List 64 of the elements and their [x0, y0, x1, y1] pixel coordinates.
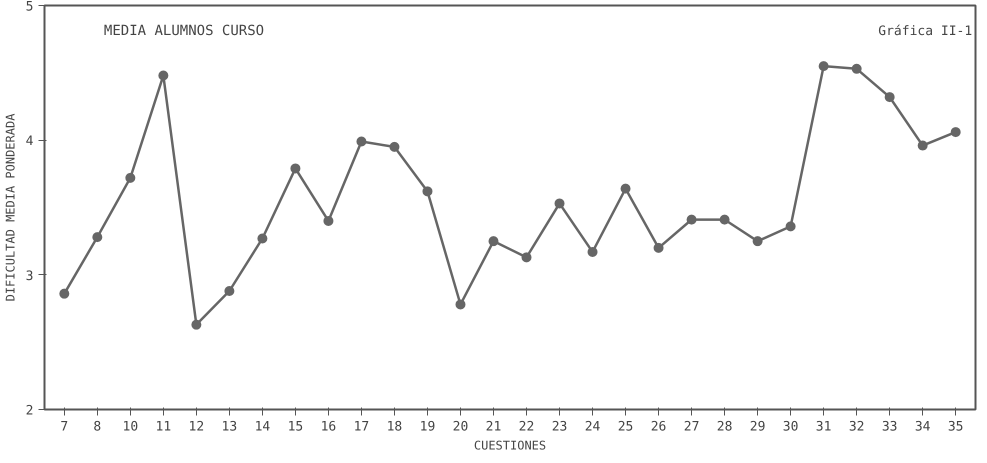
y-tick-label: 4: [26, 134, 34, 150]
x-tick-label: 20: [452, 420, 468, 434]
point: [488, 236, 498, 246]
x-tick-label: 28: [716, 420, 732, 434]
x-tick-label: 26: [650, 420, 666, 434]
point: [158, 70, 168, 81]
point: [257, 233, 268, 244]
x-tick-label: 18: [386, 420, 402, 434]
x-tick-label: 24: [584, 420, 601, 434]
point: [356, 136, 366, 147]
y-tick-label: 3: [26, 268, 34, 284]
point: [818, 61, 829, 72]
point: [422, 186, 432, 196]
point: [191, 320, 202, 330]
point: [455, 299, 466, 310]
point: [554, 198, 565, 208]
point: [752, 236, 763, 246]
point: [522, 252, 532, 262]
x-tick-label: 15: [288, 420, 304, 434]
point: [720, 214, 730, 225]
y-tick-label: 5: [26, 0, 34, 14]
x-tick-label: 30: [782, 420, 798, 434]
point: [588, 246, 598, 257]
x-tick-label: 13: [222, 420, 238, 434]
x-tick-label: 32: [848, 420, 864, 434]
x-tick-label: 29: [750, 420, 766, 434]
x-tick-label: 27: [684, 420, 700, 434]
point: [950, 127, 961, 138]
x-tick-label: 23: [552, 420, 568, 434]
point: [852, 64, 862, 74]
text: MEDIA ALUMNOS CURSO: [104, 23, 264, 40]
x-tick-label: 16: [320, 420, 336, 434]
y-axis-title: DIFICULTAD MEDIA PONDERADA: [4, 112, 18, 302]
x-tick-label: 14: [254, 420, 270, 434]
point: [654, 242, 664, 253]
x-tick-label: 12: [188, 420, 204, 434]
x-tick-label: 10: [122, 420, 138, 434]
x-tick-label: 34: [914, 420, 931, 434]
point: [786, 221, 796, 232]
point: [125, 172, 136, 183]
x-tick-label: 7: [60, 420, 68, 434]
point: [59, 288, 70, 299]
x-tick-label: 21: [486, 420, 502, 434]
y-tick-label: 2: [26, 404, 34, 418]
x-tick-label: 8: [93, 420, 102, 434]
x-tick-label: 22: [518, 420, 534, 434]
point: [620, 184, 631, 194]
point: [290, 163, 300, 174]
point: [389, 142, 400, 152]
x-tick-label: 11: [156, 420, 172, 434]
x-tick-label: 35: [948, 420, 964, 434]
x-axis-title: CUESTIONES: [474, 438, 546, 452]
point: [323, 216, 334, 226]
point: [224, 286, 234, 296]
x-tick-label: 25: [618, 420, 634, 434]
point: [92, 232, 102, 242]
point: [686, 214, 697, 225]
point: [884, 92, 895, 102]
point: [918, 140, 928, 151]
annotation: Gráfica II-1: [878, 24, 972, 40]
x-tick-label: 31: [816, 420, 832, 434]
x-tick-label: 19: [420, 420, 436, 434]
x-tick-label: 33: [882, 420, 898, 434]
x-tick-label: 17: [354, 420, 370, 434]
